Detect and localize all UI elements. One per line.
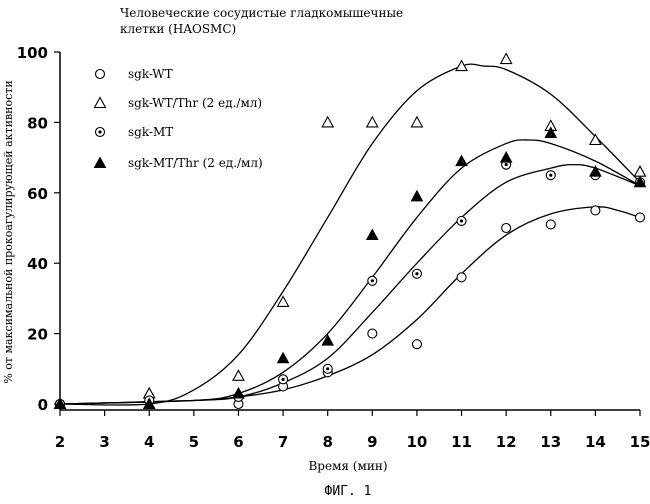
- marker-circle-dot: [412, 269, 421, 278]
- marker-triangle-filled: [278, 353, 289, 363]
- marker-circle-open: [412, 340, 421, 349]
- legend-label: sgk-MT/Thr (2 ед./мл): [128, 156, 263, 170]
- legend-label: sgk-MT: [128, 125, 173, 139]
- marker-triangle-open: [635, 166, 646, 176]
- marker-triangle-filled: [501, 152, 512, 162]
- marker-triangle-filled: [322, 335, 333, 345]
- marker-triangle-open: [322, 117, 333, 127]
- marker-circle-center: [281, 378, 284, 381]
- x-tick-label: 12: [496, 433, 517, 451]
- marker-circle-dot: [368, 276, 377, 285]
- x-tick-label: 3: [99, 433, 109, 451]
- marker-circle-dot: [279, 375, 288, 384]
- x-tick-label: 4: [144, 433, 154, 451]
- y-tick-label: 80: [27, 114, 48, 132]
- y-tick-label: 60: [27, 185, 48, 203]
- x-tick-label: 5: [189, 433, 199, 451]
- legend-label: sgk-WT/Thr (2 ед./мл): [128, 96, 262, 110]
- marker-circle-open: [546, 220, 555, 229]
- x-tick-label: 15: [630, 433, 650, 451]
- marker-triangle-open: [367, 117, 378, 127]
- marker-circle-center: [415, 272, 418, 275]
- x-tick-label: 8: [322, 433, 332, 451]
- marker-circle-dot: [457, 216, 466, 225]
- marker-triangle-filled: [367, 230, 378, 240]
- legend: sgk-WT sgk-WT/Thr (2 ед./мл) sgk-MT sgk-MT/…: [95, 67, 263, 170]
- x-tick-label: 11: [451, 433, 472, 451]
- y-axis-label: % от максимальной прокоагулирующей актив…: [2, 80, 15, 383]
- x-tick-label: 2: [55, 433, 65, 451]
- marker-circle-center: [371, 279, 374, 282]
- x-axis-label: Время (мин): [308, 459, 387, 473]
- marker-triangle-filled: [95, 158, 106, 168]
- marker-triangle-filled: [233, 388, 244, 398]
- y-tick-label: 100: [17, 44, 48, 62]
- marker-triangle-open: [501, 54, 512, 64]
- x-tick-label: 7: [278, 433, 288, 451]
- marker-circle-open: [502, 224, 511, 233]
- x-tick-label: 6: [233, 433, 243, 451]
- series-curve: [60, 207, 640, 404]
- series-curve: [60, 165, 640, 404]
- chart-title-line-1: Человеческие сосудистые гладкомышечные: [120, 6, 403, 20]
- marker-triangle-open: [456, 61, 467, 71]
- marker-circle-open: [636, 213, 645, 222]
- marker-circle-center: [98, 130, 101, 133]
- marker-circle-open: [96, 70, 105, 79]
- marker-triangle-filled: [411, 191, 422, 201]
- marker-circle-open: [368, 329, 377, 338]
- series-curve: [60, 64, 640, 405]
- chart-title-line-2: клетки (HAOSMC): [120, 22, 236, 36]
- marker-circle-center: [326, 367, 329, 370]
- x-tick-label: 9: [367, 433, 377, 451]
- marker-triangle-open: [95, 98, 106, 108]
- x-tick-label: 10: [406, 433, 427, 451]
- x-tick-label: 14: [585, 433, 606, 451]
- marker-triangle-filled: [456, 156, 467, 166]
- axis-ticks: 2 3 4 5 6 7 8 9 10 11 12 13 14 15 0 20 40 60 80 100: [17, 44, 650, 451]
- marker-circle-open: [457, 273, 466, 282]
- marker-circle-center: [460, 219, 463, 222]
- y-tick-label: 40: [27, 255, 48, 273]
- figure-caption: ФИГ. 1: [325, 484, 372, 499]
- marker-circle-dot: [323, 364, 332, 373]
- marker-circle-dot: [546, 171, 555, 180]
- marker-triangle-open: [233, 370, 244, 380]
- marker-circle-open: [591, 206, 600, 215]
- fitted-curves: [60, 64, 640, 405]
- marker-circle-center: [549, 174, 552, 177]
- y-tick-label: 0: [38, 396, 48, 414]
- legend-label: sgk-WT: [128, 67, 173, 81]
- marker-triangle-open: [411, 117, 422, 127]
- marker-circle-center: [505, 163, 508, 166]
- marker-circle-dot: [96, 128, 105, 137]
- y-tick-label: 20: [27, 326, 48, 344]
- x-tick-label: 13: [540, 433, 561, 451]
